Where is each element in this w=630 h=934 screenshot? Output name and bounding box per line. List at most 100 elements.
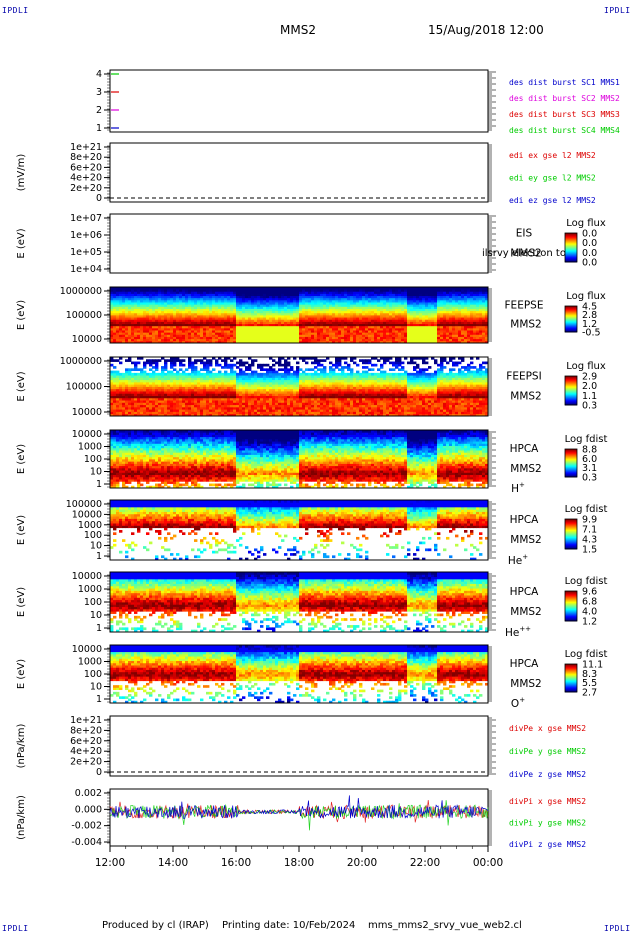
spectrogram-cell <box>158 323 162 327</box>
spectrogram-cell <box>290 400 294 403</box>
spectrogram-cell <box>431 325 435 329</box>
spectrogram-cell <box>206 319 210 322</box>
spectrogram-cell <box>362 321 366 325</box>
spectrogram-cell <box>299 291 303 294</box>
spectrogram-cell <box>416 323 420 327</box>
spectrogram-cell <box>188 361 192 365</box>
spectrogram-cell <box>260 315 264 318</box>
spectrogram-cell <box>443 302 447 305</box>
spectrogram-cell <box>212 319 216 322</box>
y-tick-label: 100000 <box>66 310 102 321</box>
spectrogram-cell <box>242 411 246 415</box>
spectrogram-cell <box>311 302 315 305</box>
spectrogram-cell <box>134 406 138 410</box>
spectrogram-cell <box>254 375 258 378</box>
spectrogram-cell <box>368 293 372 297</box>
spectrogram-cell <box>278 388 282 392</box>
spectrogram-cell <box>134 306 138 309</box>
spectrogram-cell <box>152 366 156 369</box>
spectrogram-cell <box>416 308 420 312</box>
spectrogram-cell <box>266 293 270 297</box>
spectrogram-cell <box>170 306 174 309</box>
spectrogram-cell <box>260 336 264 340</box>
spectrogram-cell <box>149 312 153 316</box>
spectrogram-cell <box>233 397 237 401</box>
spectrogram-cell <box>392 315 396 318</box>
spectrogram-cell <box>344 319 348 322</box>
spectrogram-cell <box>431 334 435 337</box>
spectrogram-cell <box>302 327 306 331</box>
spectrogram-cell <box>179 363 183 367</box>
spectrogram-cell <box>194 397 198 401</box>
spectrogram-cell <box>248 336 252 340</box>
spectrogram-cell <box>398 297 402 301</box>
spectrogram-cell <box>392 319 396 322</box>
spectrogram-cell <box>155 302 159 305</box>
spectrogram-cell <box>149 293 153 297</box>
spectrogram-cell <box>356 332 360 335</box>
spectrogram-cell <box>242 299 246 303</box>
spectrogram-cell <box>143 370 147 374</box>
spectrogram-cell <box>455 289 459 292</box>
spectrogram-cell <box>269 310 273 314</box>
spectrogram-cell <box>194 379 198 383</box>
spectrogram-cell <box>275 361 279 365</box>
spectrogram-cell <box>188 302 192 305</box>
spectrogram-cell <box>350 299 354 303</box>
spectrogram-cell <box>260 299 264 303</box>
spectrogram-cell <box>182 334 186 337</box>
spectrogram-cell <box>245 381 249 385</box>
spectrogram-cell <box>260 327 264 331</box>
spectrogram-cell <box>203 384 207 387</box>
spectrogram-cell <box>263 402 267 406</box>
spectrogram-cell <box>149 406 153 410</box>
spectrogram-cell <box>197 400 201 403</box>
spectrogram-cell <box>167 315 171 318</box>
spectrogram-cell <box>320 319 324 322</box>
spectrogram-cell <box>185 304 189 307</box>
spectrogram-cell <box>434 338 438 342</box>
spectrogram-cell <box>233 336 237 340</box>
spectrogram-cell <box>149 319 153 322</box>
spectrogram-cell <box>437 325 441 329</box>
spectrogram-cell <box>215 404 219 408</box>
spectrogram-cell <box>359 321 363 325</box>
spectrogram-cell <box>401 323 405 327</box>
spectrogram-cell <box>368 334 372 337</box>
spectrogram-cell <box>170 386 174 390</box>
spectrogram-cell <box>113 287 117 290</box>
spectrogram-cell <box>272 384 276 387</box>
spectrogram-cell <box>302 340 306 344</box>
spectrogram-cell <box>272 375 276 378</box>
spectrogram-cell <box>173 308 177 312</box>
spectrogram-cell <box>425 302 429 305</box>
spectrogram-cell <box>380 336 384 340</box>
spectrogram-cell <box>125 379 129 383</box>
spectrogram-cell <box>173 289 177 292</box>
spectrogram-cell <box>116 359 120 362</box>
spectrogram-cell <box>389 299 393 303</box>
spectrogram-cell <box>425 315 429 318</box>
spectrogram-cell <box>155 334 159 337</box>
spectrogram-cell <box>215 325 219 329</box>
spectrogram-cell <box>362 323 366 327</box>
spectrogram-cell <box>266 409 270 412</box>
spectrogram-cell <box>224 363 228 367</box>
spectrogram-cell <box>230 336 234 340</box>
spectrogram-cell <box>239 332 243 335</box>
spectrogram-cell <box>368 287 372 290</box>
spectrogram-cell <box>179 386 183 390</box>
spectrogram-cell <box>143 411 147 415</box>
spectrogram-cell <box>428 319 432 322</box>
spectrogram-cell <box>263 308 267 312</box>
spectrogram-cell <box>263 372 267 376</box>
spectrogram-cell <box>449 340 453 344</box>
spectrogram-cell <box>209 372 213 376</box>
spectrogram-cell <box>434 332 438 335</box>
spectrogram-cell <box>245 297 249 301</box>
corner-label-bottom-right: IPDLI <box>604 924 630 933</box>
spectrogram-cell <box>272 299 276 303</box>
spectrogram-cell <box>446 338 450 342</box>
spectrogram-cell <box>455 336 459 340</box>
spectrogram-cell <box>125 330 129 333</box>
